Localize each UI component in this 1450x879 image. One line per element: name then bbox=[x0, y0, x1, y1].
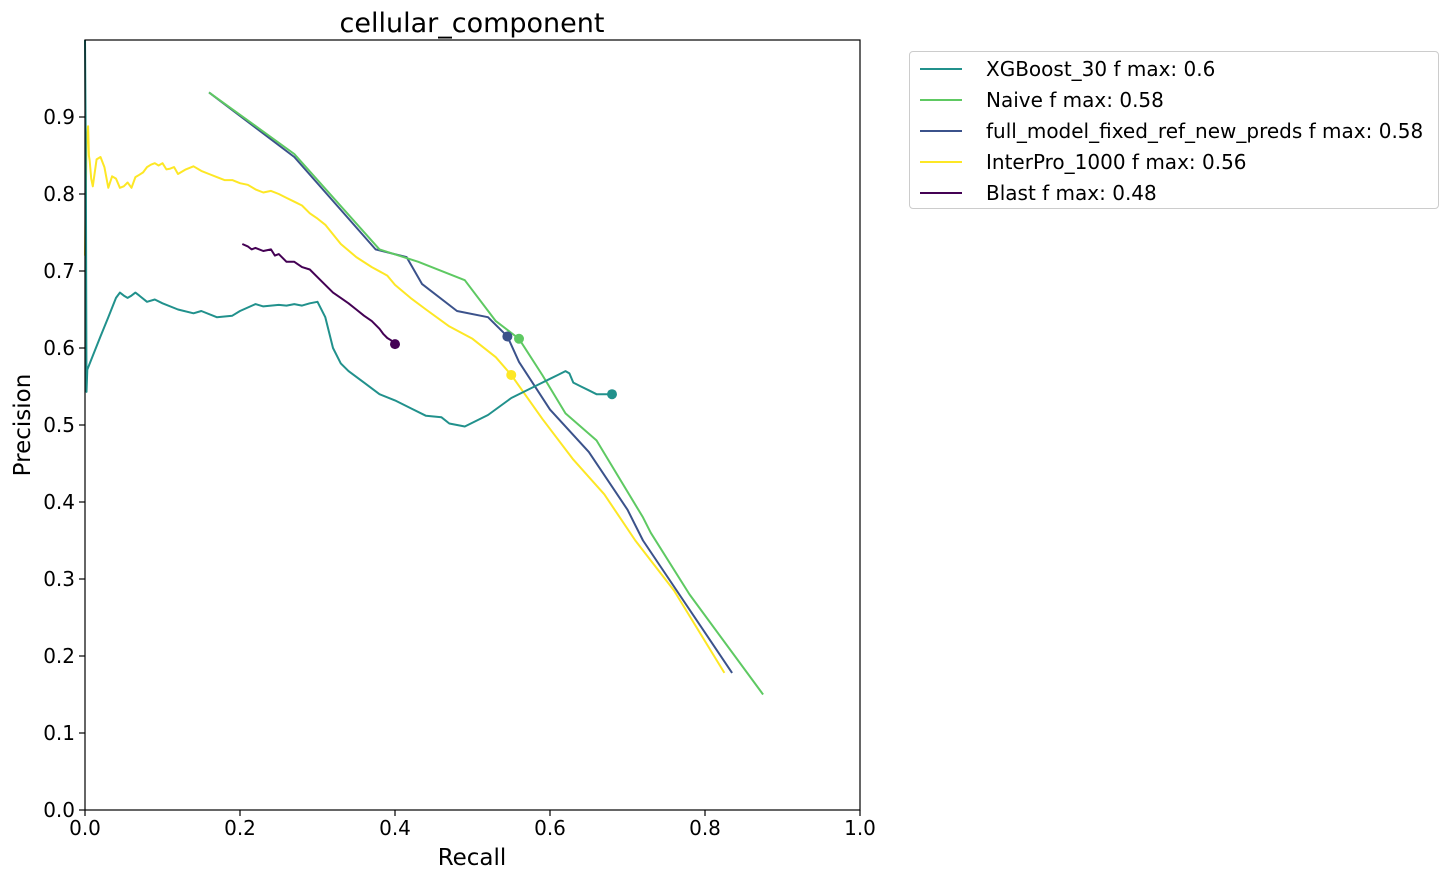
legend-label: InterPro_1000 f max: 0.56 bbox=[986, 150, 1247, 174]
x-axis-label: Recall bbox=[438, 845, 507, 871]
x-tick-label: 1.0 bbox=[844, 816, 876, 840]
y-axis-label: Precision bbox=[10, 374, 36, 477]
x-tick-label: 0.4 bbox=[379, 816, 411, 840]
legend-label: Naive f max: 0.58 bbox=[986, 88, 1164, 112]
legend-label: full_model_fixed_ref_new_preds f max: 0.… bbox=[986, 119, 1424, 143]
legend-item: InterPro_1000 f max: 0.56 bbox=[920, 146, 1247, 178]
legend-label: Blast f max: 0.48 bbox=[986, 181, 1157, 205]
legend: XGBoost_30 f max: 0.6 Naive f max: 0.58 … bbox=[909, 51, 1439, 209]
plot-series bbox=[84, 39, 764, 696]
fmax-point bbox=[502, 331, 513, 342]
y-tick-label: 0.8 bbox=[43, 182, 75, 206]
legend-label: XGBoost_30 f max: 0.6 bbox=[986, 57, 1216, 81]
legend-item: Naive f max: 0.58 bbox=[920, 84, 1164, 116]
fmax-point bbox=[607, 389, 617, 400]
legend-swatch bbox=[920, 99, 962, 101]
series-line bbox=[208, 91, 733, 674]
y-tick-label: 0.3 bbox=[43, 567, 75, 591]
fmax-point bbox=[390, 339, 400, 350]
fmax-point bbox=[506, 369, 517, 380]
x-axis: 0.0 0.2 0.4 0.6 0.8 1.0 bbox=[69, 810, 876, 840]
legend-item: XGBoost_30 f max: 0.6 bbox=[920, 53, 1215, 85]
legend-item: Blast f max: 0.48 bbox=[920, 177, 1157, 209]
legend-swatch bbox=[920, 130, 962, 132]
series-line bbox=[241, 243, 396, 345]
fmax-point bbox=[514, 333, 524, 344]
y-tick-label: 0.7 bbox=[43, 259, 75, 283]
x-tick-label: 0.6 bbox=[534, 816, 566, 840]
legend-item: full_model_fixed_ref_new_preds f max: 0.… bbox=[920, 115, 1423, 147]
y-tick-label: 0.9 bbox=[43, 105, 75, 129]
y-tick-label: 0.2 bbox=[43, 644, 75, 668]
legend-swatch bbox=[920, 192, 962, 194]
x-tick-label: 0.0 bbox=[69, 816, 101, 840]
x-tick-label: 0.2 bbox=[224, 816, 256, 840]
legend-swatch bbox=[920, 161, 962, 163]
legend-swatch bbox=[920, 68, 962, 70]
y-tick-label: 0.6 bbox=[43, 336, 75, 360]
y-tick-label: 0.1 bbox=[43, 721, 75, 745]
chart-title: cellular_component bbox=[340, 8, 605, 39]
series-line bbox=[208, 91, 764, 696]
x-tick-label: 0.8 bbox=[689, 816, 721, 840]
y-tick-label: 0.5 bbox=[43, 413, 75, 437]
y-axis: 0.0 0.1 0.2 0.3 0.4 0.5 0.6 0.7 0.8 0.9 bbox=[43, 105, 85, 822]
series-line bbox=[84, 125, 726, 674]
plot-frame bbox=[84, 39, 861, 811]
y-tick-label: 0.0 bbox=[43, 798, 75, 822]
series-line bbox=[84, 39, 612, 428]
y-tick-label: 0.4 bbox=[43, 490, 75, 514]
